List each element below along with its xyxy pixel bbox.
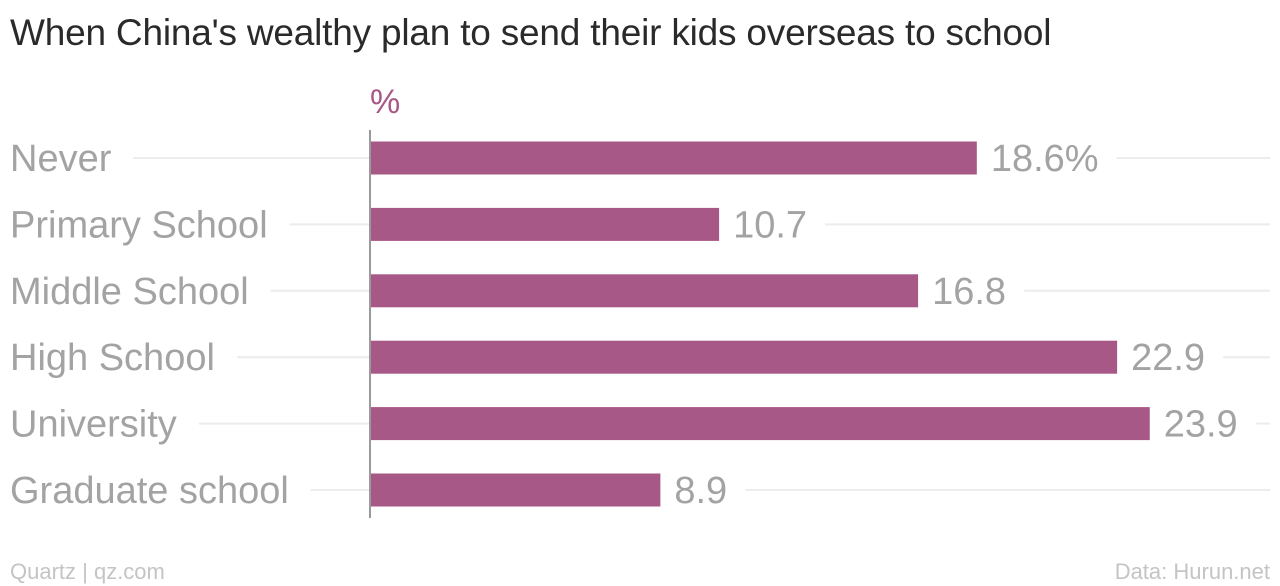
footer-source-left: Quartz | qz.com [10,559,165,584]
value-label: 8.9 [674,470,727,512]
category-label: Middle School [10,271,249,313]
category-label: Primary School [10,204,268,246]
footer-source-right: Data: Hurun.net [1114,559,1270,584]
chart-title: When China's wealthy plan to send their … [10,12,1052,53]
category-label: Graduate school [10,470,289,512]
bar [370,141,977,175]
value-label: 10.7 [733,204,807,246]
category-label: Never [10,138,112,180]
value-label: 22.9 [1131,337,1205,379]
bar [370,473,661,507]
category-label: University [10,404,177,446]
bar [370,340,1118,374]
value-label: 16.8 [932,271,1006,313]
unit-label: % [370,83,400,121]
category-label: High School [10,337,215,379]
value-label: 18.6% [991,138,1099,180]
bar [370,407,1150,441]
value-label: 23.9 [1164,404,1238,446]
bar [370,207,720,241]
bar [370,274,919,308]
